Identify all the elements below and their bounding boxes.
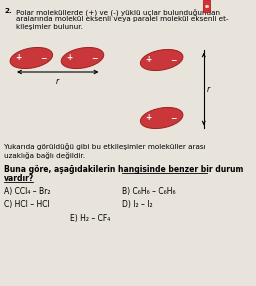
Text: +: + — [66, 53, 72, 61]
Text: A) CCl₄ – Br₂: A) CCl₄ – Br₂ — [4, 187, 51, 196]
Text: −: − — [170, 57, 176, 65]
Text: +: + — [15, 53, 21, 61]
Text: B) C₆H₆ – C₆H₆: B) C₆H₆ – C₆H₆ — [122, 187, 176, 196]
Text: −: − — [40, 55, 46, 63]
Ellipse shape — [140, 108, 183, 128]
Text: r: r — [207, 84, 210, 94]
Text: e: e — [205, 4, 209, 9]
Text: +: + — [145, 55, 152, 63]
Ellipse shape — [140, 49, 183, 71]
Text: +: + — [145, 112, 152, 122]
Text: Yukarıda görüldüğü gibi bu etkileşimler moleküller arası: Yukarıda görüldüğü gibi bu etkileşimler … — [4, 143, 206, 150]
Ellipse shape — [61, 47, 104, 69]
Text: D) I₂ – I₂: D) I₂ – I₂ — [122, 200, 153, 209]
Text: Polar moleküllerde (+) ve (-) yüklü uçlar bulunduğundan: Polar moleküllerde (+) ve (-) yüklü uçla… — [16, 8, 220, 15]
Text: uzaklığa bağlı değildir.: uzaklığa bağlı değildir. — [4, 152, 85, 159]
Text: −: − — [170, 114, 176, 124]
Text: vardır?: vardır? — [4, 174, 34, 183]
Text: Buna göre, aşağıdakilerin hangisinde benzer bir durum: Buna göre, aşağıdakilerin hangisinde ben… — [4, 165, 243, 174]
Text: kileşimler bulunur.: kileşimler bulunur. — [16, 24, 83, 30]
Text: r: r — [56, 77, 59, 86]
Text: 2.: 2. — [4, 8, 12, 14]
Ellipse shape — [10, 47, 53, 69]
Text: C) HCl – HCl: C) HCl – HCl — [4, 200, 50, 209]
FancyBboxPatch shape — [203, 1, 211, 13]
Text: E) H₂ – CF₄: E) H₂ – CF₄ — [70, 214, 110, 223]
Text: aralarında molekül eksenli veya paralel molekül eksenli et-: aralarında molekül eksenli veya paralel … — [16, 16, 229, 22]
Text: −: − — [91, 55, 97, 63]
